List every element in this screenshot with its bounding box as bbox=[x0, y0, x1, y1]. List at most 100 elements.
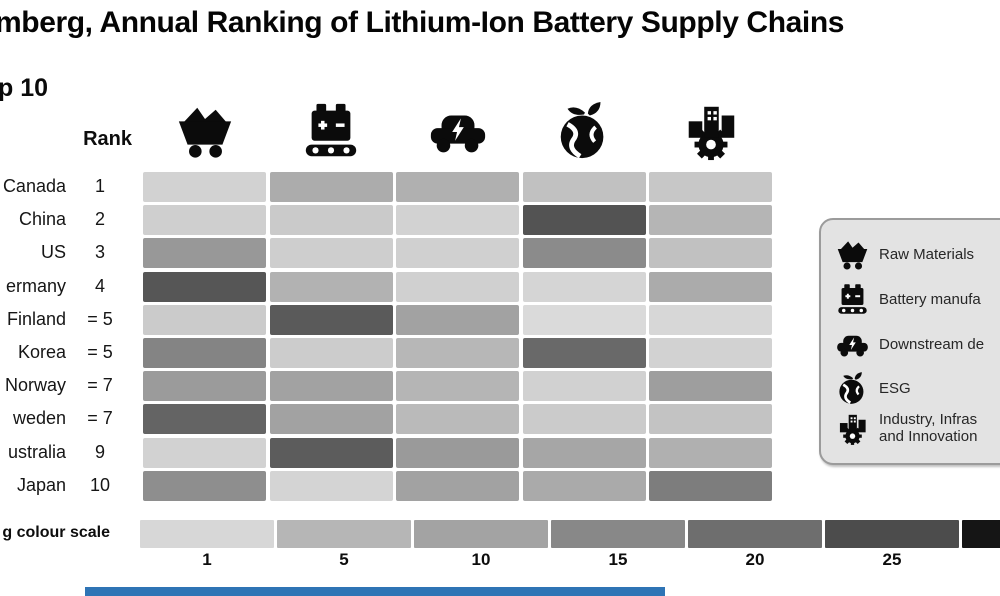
heatmap-cell bbox=[143, 404, 266, 435]
scale-segment bbox=[962, 520, 1000, 548]
row-label-country: ermany bbox=[5, 275, 66, 296]
row-rank-value: 1 bbox=[94, 176, 105, 196]
heatmap-cell bbox=[269, 371, 393, 402]
legend-item: ESG bbox=[835, 366, 911, 410]
column-icon-raw-materials bbox=[174, 100, 236, 162]
row-rank-value: = 7 bbox=[87, 408, 113, 429]
heatmap-cell bbox=[649, 437, 773, 468]
scale-segment bbox=[414, 520, 548, 548]
legend-item-label: Industry, Infras and Innovation bbox=[879, 411, 978, 445]
industry-gear-icon bbox=[680, 100, 742, 162]
scale-tick-label: 1 bbox=[202, 550, 212, 569]
heatmap-cell bbox=[396, 238, 520, 269]
chart-title: mberg, Annual Ranking of Lithium-Ion Bat… bbox=[0, 6, 845, 39]
heatmap-cell bbox=[269, 205, 393, 236]
heatmap-cell bbox=[396, 371, 520, 402]
row-label-country: Japan bbox=[16, 474, 66, 495]
heatmap-cell bbox=[649, 172, 773, 202]
group-label: p 10 bbox=[0, 74, 49, 102]
scale-tick-label: 20 bbox=[745, 550, 765, 569]
mine-cart-icon bbox=[835, 237, 870, 272]
scale-segment bbox=[688, 520, 822, 548]
row-label-country: US bbox=[40, 242, 66, 263]
heatmap-cell bbox=[649, 205, 773, 236]
scale-segment bbox=[825, 520, 959, 548]
heatmap-cell bbox=[396, 271, 520, 302]
scale-tick-label: 5 bbox=[339, 550, 349, 569]
heatmap-cell bbox=[522, 172, 646, 202]
heatmap-cell bbox=[649, 271, 773, 302]
row-rank-value: 9 bbox=[94, 441, 105, 462]
column-icon-esg bbox=[553, 100, 615, 162]
heatmap-cell bbox=[269, 437, 393, 468]
heatmap-cell bbox=[143, 172, 266, 202]
row-rank-value: = 5 bbox=[87, 308, 113, 329]
heatmap-cell bbox=[143, 205, 266, 236]
heatmap-cell bbox=[396, 304, 520, 335]
battery-conveyor-icon bbox=[835, 282, 870, 317]
heatmap-cell bbox=[143, 238, 266, 269]
heatmap-cell bbox=[522, 304, 646, 335]
heatmap-cell bbox=[649, 470, 773, 501]
column-icon-downstream-demand bbox=[427, 100, 489, 162]
heatmap-cell bbox=[269, 304, 393, 335]
battery-conveyor-icon bbox=[300, 100, 362, 162]
heatmap-cell bbox=[143, 437, 266, 468]
heatmap-cell bbox=[522, 437, 646, 468]
rank-column-header: Rank bbox=[83, 128, 132, 150]
heatmap-cell bbox=[143, 271, 266, 302]
row-rank-value: 10 bbox=[89, 474, 111, 495]
heatmap-cell bbox=[269, 238, 393, 269]
heatmap-cell bbox=[522, 271, 646, 302]
bottom-blue-bar bbox=[85, 587, 665, 596]
heatmap-cell bbox=[143, 470, 266, 501]
heatmap-cell bbox=[649, 338, 773, 368]
row-rank-value: = 7 bbox=[87, 375, 113, 396]
heatmap-cell bbox=[143, 371, 266, 402]
row-rank-value: 4 bbox=[94, 275, 105, 296]
heatmap-cell bbox=[269, 404, 393, 435]
heatmap-cell bbox=[522, 338, 646, 368]
legend-item-label: Raw Materials bbox=[879, 245, 975, 263]
row-label-country: ustralia bbox=[7, 441, 66, 462]
heatmap-cell bbox=[522, 205, 646, 236]
earth-leaf-icon bbox=[835, 371, 870, 406]
heatmap-cell bbox=[522, 404, 646, 435]
row-label-country: Norway bbox=[4, 375, 66, 396]
heatmap-cell bbox=[269, 172, 393, 202]
column-icon-industry-infrastructure-innovation bbox=[680, 100, 742, 162]
heatmap-cell bbox=[269, 338, 393, 368]
heatmap-cell bbox=[396, 437, 520, 468]
heatmap-cell bbox=[649, 371, 773, 402]
heatmap-cell bbox=[522, 470, 646, 501]
heatmap-cell bbox=[396, 338, 520, 368]
heatmap-cell bbox=[269, 470, 393, 501]
legend-box: Raw Materials Battery manufa Downstream de… bbox=[819, 218, 1000, 465]
scale-tick-label: 10 bbox=[471, 550, 491, 569]
row-rank-value: 2 bbox=[94, 209, 105, 230]
row-label-country: Finland bbox=[6, 308, 66, 329]
heatmap-cell bbox=[396, 470, 520, 501]
heatmap-cell bbox=[396, 172, 520, 202]
row-label-country: China bbox=[18, 209, 66, 230]
scale-tick-label: 15 bbox=[608, 550, 628, 569]
legend-item: Downstream de bbox=[835, 322, 984, 366]
legend-item: Raw Materials bbox=[835, 232, 974, 276]
row-rank-value: 3 bbox=[94, 242, 105, 263]
ev-car-icon bbox=[427, 100, 489, 162]
legend-item: Battery manufa bbox=[835, 277, 981, 321]
heatmap-cell bbox=[396, 205, 520, 236]
row-rank-value: = 5 bbox=[87, 342, 113, 362]
row-label-country: weden bbox=[12, 408, 66, 429]
heatmap-cell bbox=[269, 271, 393, 302]
heatmap-cell bbox=[396, 404, 520, 435]
row-label-country: Korea bbox=[17, 342, 66, 362]
row-label-country: Canada bbox=[2, 176, 66, 196]
legend-item: Industry, Infras and Innovation bbox=[835, 406, 977, 450]
industry-gear-icon bbox=[835, 411, 870, 446]
earth-leaf-icon bbox=[553, 100, 615, 162]
scale-segment bbox=[551, 520, 685, 548]
legend-item-label: ESG bbox=[879, 379, 911, 397]
legend-item-label: Battery manufa bbox=[879, 290, 981, 308]
